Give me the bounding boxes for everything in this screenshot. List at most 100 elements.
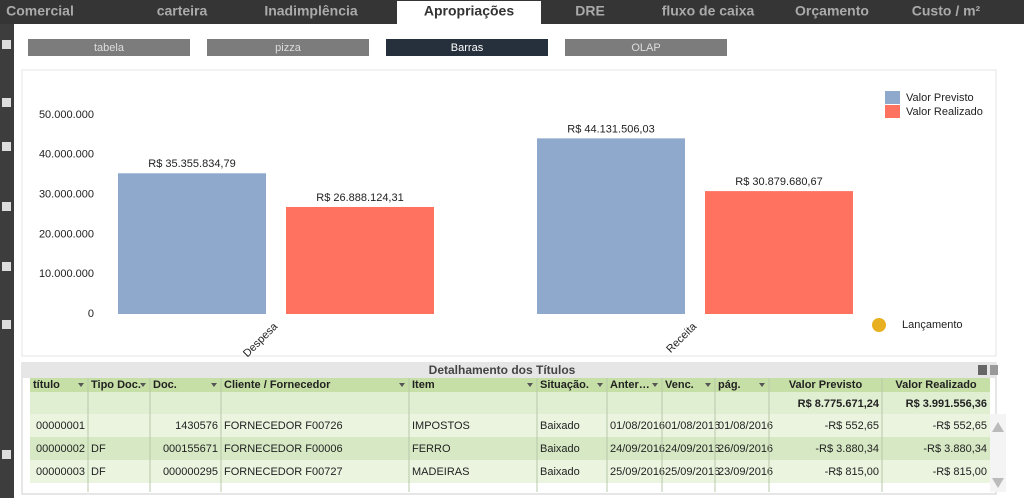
sort-arrow[interactable] (78, 383, 84, 387)
column-header[interactable]: pág. (718, 379, 741, 391)
view-button-label[interactable]: tabela (94, 42, 125, 54)
table-cell: 24/09/2016 (665, 443, 720, 455)
table-row[interactable] (30, 460, 990, 483)
x-axis-label: Lançamento (902, 319, 963, 331)
table-cell: Baixado (540, 420, 580, 432)
sort-arrow[interactable] (211, 383, 217, 387)
view-button[interactable] (386, 39, 548, 56)
table-cell: -R$ 3.880,34 (923, 443, 987, 455)
cycle-icon[interactable] (872, 318, 886, 332)
legend-label: Valor Previsto (906, 92, 974, 104)
table-cell: 000155671 (163, 443, 218, 455)
sort-arrow[interactable] (597, 383, 603, 387)
table-title: Detalhamento dos Títulos (429, 363, 576, 377)
sidebar (0, 24, 14, 498)
tab[interactable]: Inadimplência (264, 3, 358, 19)
table-cell: 000000295 (163, 466, 218, 478)
y-tick-label: 10.000.000 (39, 268, 94, 280)
table-cell: 23/09/2016 (718, 466, 773, 478)
value-label: R$ 35.355.834,79 (148, 158, 235, 170)
table-cell: -R$ 3.880,34 (815, 443, 879, 455)
tab[interactable]: Custo / m² (912, 3, 981, 19)
table-row[interactable] (30, 437, 990, 460)
tab[interactable]: Orçamento (795, 3, 869, 19)
table-cell: -R$ 815,00 (825, 466, 879, 478)
table-cell: 00000001 (36, 420, 85, 432)
view-button[interactable] (28, 39, 190, 56)
table-cell: 25/09/2016 (665, 466, 720, 478)
table-cell: 25/09/2016 (610, 466, 665, 478)
table-cell: FERRO (412, 443, 451, 455)
value-label: R$ 26.888.124,31 (316, 192, 403, 204)
table-cell: 01/08/2016 (665, 420, 720, 432)
view-button-label[interactable]: pizza (275, 42, 302, 54)
table-cell: DF (91, 466, 106, 478)
column-header[interactable]: Situação. (540, 379, 589, 391)
y-tick-label: 20.000.000 (39, 228, 94, 240)
table-cell: 1430576 (175, 420, 218, 432)
value-label: R$ 30.879.680,67 (735, 176, 822, 188)
y-tick-label: 50.000.000 (39, 109, 94, 121)
y-tick-label: 40.000.000 (39, 149, 94, 161)
sort-arrow[interactable] (759, 383, 765, 387)
table-cell: 00000003 (36, 466, 85, 478)
column-header[interactable]: Cliente / Fornecedor (224, 379, 331, 391)
column-header[interactable]: título (33, 379, 60, 391)
table-cell: -R$ 552,65 (933, 420, 987, 432)
tab[interactable]: Apropriações (424, 3, 514, 19)
bar (705, 191, 853, 314)
view-button-label[interactable]: Barras (451, 42, 484, 54)
bar (537, 138, 685, 314)
column-header[interactable]: Valor Realizado (895, 379, 977, 391)
table-cell: 00000002 (36, 443, 85, 455)
tab[interactable]: carteira (157, 3, 208, 19)
scrollbar[interactable] (990, 414, 1006, 492)
view-button[interactable] (207, 39, 369, 56)
y-tick-label: 0 (88, 308, 94, 320)
table-cell: IMPOSTOS (412, 420, 470, 432)
bar (286, 206, 434, 314)
table-cell: 24/09/2016 (610, 443, 665, 455)
print-icon[interactable] (978, 365, 987, 375)
sort-arrow[interactable] (652, 383, 658, 387)
tab[interactable]: Comercial (6, 3, 74, 19)
bar (118, 173, 266, 314)
column-header[interactable]: Item (412, 379, 435, 391)
table-cell: -R$ 815,00 (933, 466, 987, 478)
table-cell: 26/09/2016 (718, 443, 773, 455)
sort-arrow[interactable] (705, 383, 711, 387)
table-cell: -R$ 552,65 (825, 420, 879, 432)
legend-swatch (885, 91, 900, 104)
table-cell: FORNECEDOR F00727 (224, 466, 343, 478)
sort-arrow[interactable] (527, 383, 533, 387)
table-cell: FORNECEDOR F00726 (224, 420, 343, 432)
column-header[interactable]: Valor Previsto (789, 379, 863, 391)
table-cell: DF (91, 443, 106, 455)
tab-active-bg (397, 1, 541, 24)
table-cell: 01/08/2016 (718, 420, 773, 432)
legend-label: Valor Realizado (906, 106, 983, 118)
column-header[interactable]: Anter… (610, 379, 650, 391)
column-header[interactable]: Tipo Doc. (91, 379, 141, 391)
view-button-label[interactable]: OLAP (631, 42, 660, 54)
column-header[interactable]: Doc. (153, 379, 177, 391)
total-value: R$ 3.991.556,36 (906, 398, 987, 410)
export-icon[interactable] (990, 365, 998, 375)
table-cell: MADEIRAS (412, 466, 469, 478)
table-cell: FORNECEDOR F00006 (224, 443, 343, 455)
y-tick-label: 30.000.000 (39, 189, 94, 201)
sort-arrow[interactable] (140, 383, 146, 387)
tab[interactable]: fluxo de caixa (662, 3, 755, 19)
table-row[interactable] (30, 414, 990, 437)
sort-arrow[interactable] (399, 383, 405, 387)
value-label: R$ 44.131.506,03 (567, 123, 654, 135)
table-cell: Baixado (540, 443, 580, 455)
view-button[interactable] (565, 39, 727, 56)
column-header[interactable]: Venc. (665, 379, 694, 391)
table-cell: 01/08/2016 (610, 420, 665, 432)
tab[interactable]: DRE (575, 3, 605, 19)
totals-row (30, 392, 990, 414)
table-title-bar (22, 363, 996, 378)
legend-swatch (885, 105, 900, 118)
